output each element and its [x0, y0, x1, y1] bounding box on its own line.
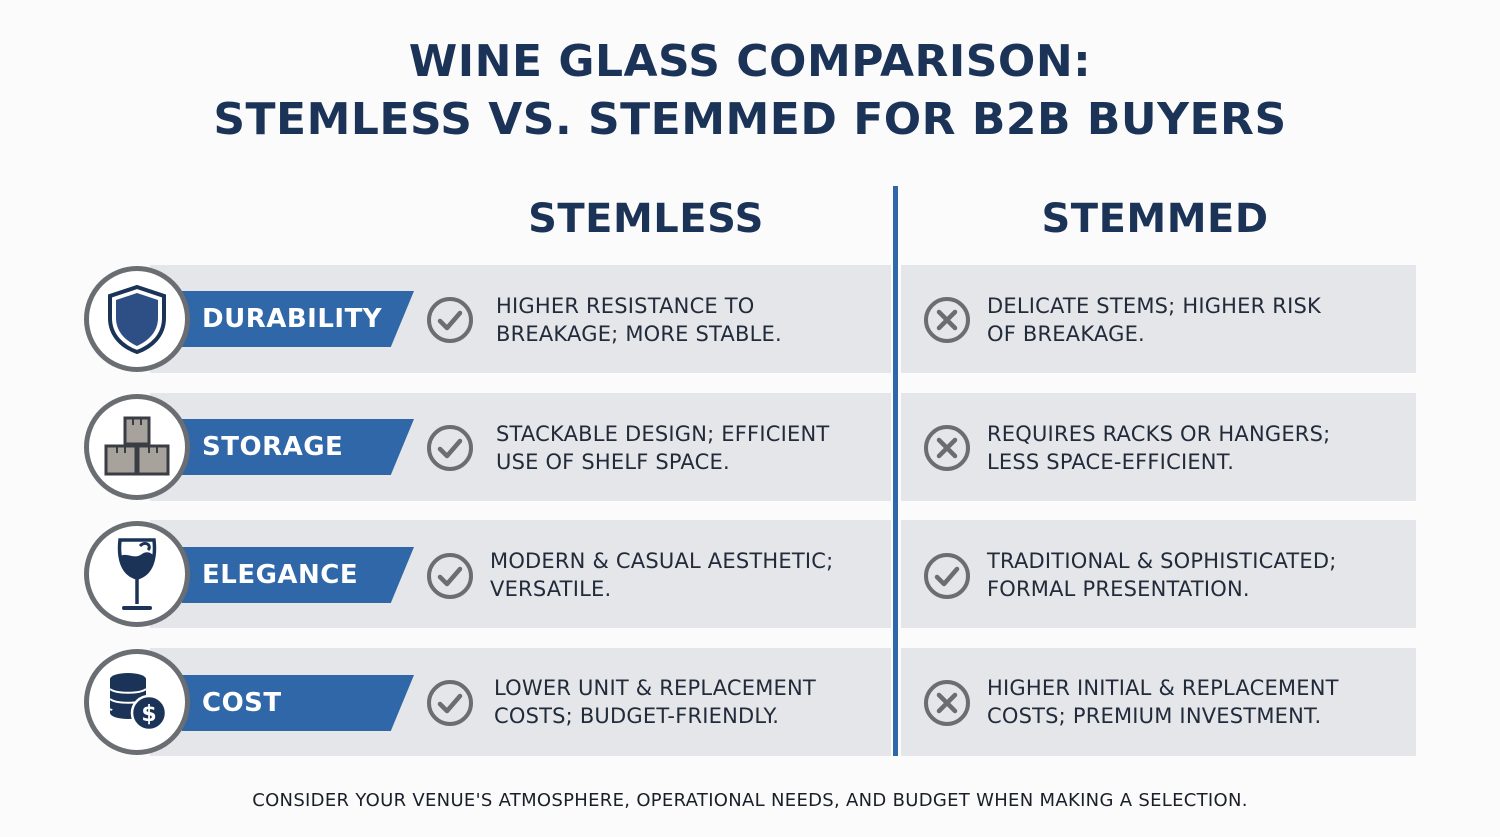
- stemless-storage-text: STACKABLE DESIGN; EFFICIENT USE OF SHELF …: [496, 422, 830, 474]
- durability-icon-circle: [84, 266, 190, 372]
- row-label-elegance: ELEGANCE: [182, 547, 414, 603]
- stemmed-durability-text: DELICATE STEMS; HIGHER RISK OF BREAKAGE.: [987, 294, 1321, 346]
- cross-icon: [924, 680, 970, 726]
- storage-icon-circle: [84, 394, 190, 500]
- cross-icon: [924, 297, 970, 343]
- stemless-elegance-text: MODERN & CASUAL AESTHETIC; VERSATILE.: [490, 549, 834, 601]
- stemless-cost-text: LOWER UNIT & REPLACEMENT COSTS; BUDGET-FR…: [494, 676, 816, 728]
- elegance-icon-circle: [84, 521, 190, 627]
- row-label-durability: DURABILITY: [182, 291, 414, 347]
- page-title-line2: STEMLESS VS. STEMMED FOR B2B BUYERS: [213, 94, 1287, 145]
- wine-glass-icon: [117, 538, 157, 610]
- row-label-cost: COST: [182, 675, 414, 731]
- column-header-stemless: STEMLESS: [528, 196, 764, 242]
- row-label-storage: STORAGE: [182, 419, 414, 475]
- page-title-line1: WINE GLASS COMPARISON:: [408, 36, 1092, 87]
- check-icon: [427, 297, 473, 343]
- cross-icon: [924, 425, 970, 471]
- svg-text:$: $: [141, 702, 156, 727]
- stacked-boxes-icon: [104, 416, 170, 476]
- check-icon: [427, 553, 473, 599]
- stemmed-elegance-text: TRADITIONAL & SOPHISTICATED; FORMAL PRESE…: [987, 549, 1337, 601]
- column-header-stemmed: STEMMED: [1041, 196, 1269, 242]
- check-icon: [427, 425, 473, 471]
- cost-icon-circle: $: [84, 649, 190, 755]
- stemmed-storage-text: REQUIRES RACKS OR HANGERS; LESS SPACE-EFF…: [987, 422, 1331, 474]
- column-divider: [893, 186, 898, 756]
- shield-icon: [108, 284, 166, 354]
- stemless-durability-text: HIGHER RESISTANCE TO BREAKAGE; MORE STABL…: [496, 294, 782, 346]
- check-icon: [427, 680, 473, 726]
- stemmed-cost-text: HIGHER INITIAL & REPLACEMENT COSTS; PREMI…: [987, 676, 1339, 728]
- footer-note: CONSIDER YOUR VENUE'S ATMOSPHERE, OPERAT…: [252, 790, 1248, 811]
- check-icon: [924, 553, 970, 599]
- coins-dollar-icon: $: [109, 673, 168, 732]
